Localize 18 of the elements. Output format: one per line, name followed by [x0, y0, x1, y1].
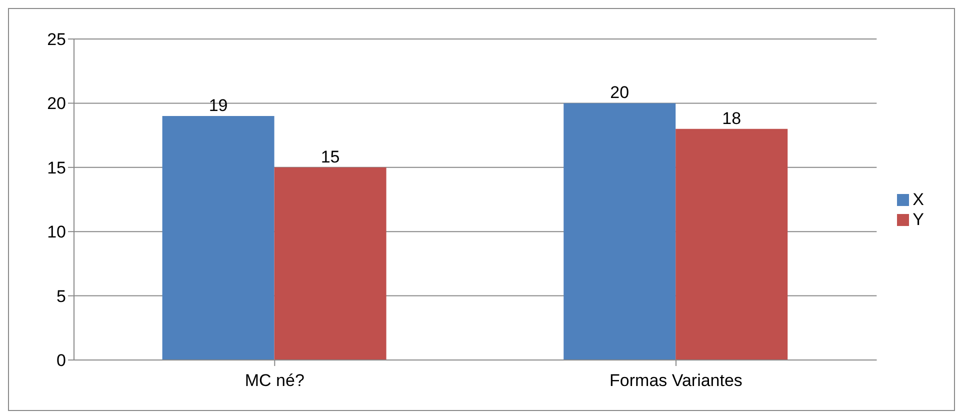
y-tick-label: 25: [47, 30, 66, 50]
y-tick-label: 20: [47, 94, 66, 114]
x-tick-label: MC né?: [244, 371, 304, 390]
y-tick-label: 0: [56, 351, 66, 370]
legend-label: X: [912, 190, 924, 208]
data-label: 19: [208, 96, 228, 116]
bar: [564, 103, 676, 360]
data-label: 15: [320, 147, 340, 166]
bar: [676, 128, 788, 360]
bar: [162, 116, 274, 360]
y-tick-label: 10: [47, 222, 66, 242]
legend-label: Y: [912, 210, 924, 228]
data-label: 18: [722, 108, 742, 128]
bar: [274, 167, 386, 360]
y-tick-label: 5: [56, 286, 66, 306]
y-tick-label: 15: [47, 158, 66, 178]
data-label: 20: [610, 83, 630, 102]
x-tick-label: Formas Variantes: [610, 371, 742, 390]
